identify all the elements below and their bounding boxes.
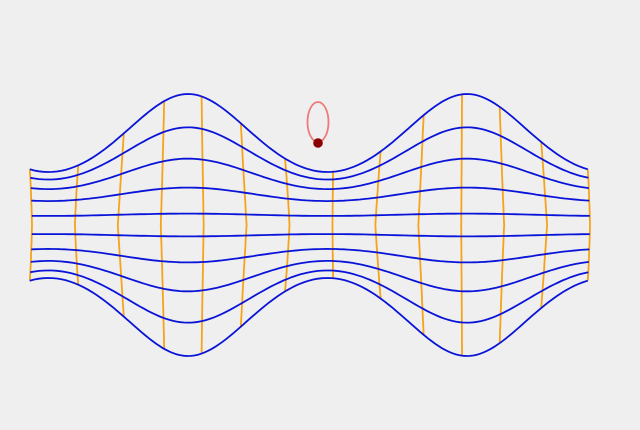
vertical-grid-line bbox=[200, 96, 205, 354]
vertical-grid-line bbox=[73, 165, 80, 285]
vertical-grid-line bbox=[159, 101, 166, 349]
particle-dot-icon bbox=[313, 138, 323, 148]
horizontal-grid-lines bbox=[29, 93, 590, 357]
vertical-grid-line bbox=[331, 171, 334, 279]
vertical-grid-line bbox=[460, 94, 463, 356]
vertical-grid-line bbox=[284, 158, 291, 292]
vertical-grid-line bbox=[116, 133, 125, 317]
vertical-grid-line bbox=[586, 169, 591, 281]
vertical-grid-line bbox=[28, 169, 33, 281]
vertical-grid-line bbox=[374, 151, 382, 299]
horizontal-grid-line bbox=[31, 233, 590, 238]
horizontal-grid-line bbox=[30, 126, 589, 181]
vertical-grid-line bbox=[239, 123, 248, 327]
horizontal-grid-line bbox=[30, 157, 589, 190]
vertical-grid-line bbox=[498, 106, 506, 344]
vertical-grid-line bbox=[540, 141, 549, 309]
horizontal-grid-line bbox=[31, 186, 590, 203]
horizontal-grid-line bbox=[29, 277, 589, 357]
horizontal-grid-line bbox=[30, 269, 589, 324]
horizontal-grid-line bbox=[31, 212, 590, 217]
horizontal-grid-line bbox=[29, 93, 589, 173]
vertical-grid-lines bbox=[28, 94, 591, 356]
horizontal-grid-line bbox=[30, 260, 589, 293]
horizontal-grid-line bbox=[31, 247, 590, 264]
vertical-grid-line bbox=[417, 115, 425, 335]
